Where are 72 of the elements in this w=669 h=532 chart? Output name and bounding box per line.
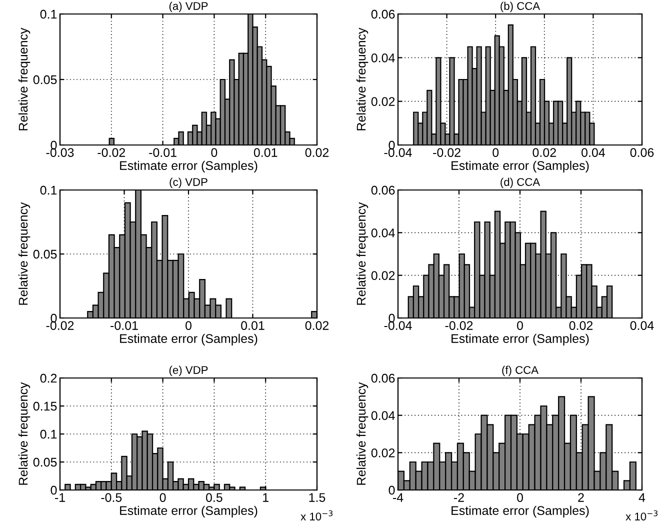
x-tick-label: -0.02 <box>445 321 473 330</box>
chart-title: (e) VDP <box>169 366 208 376</box>
y-tick-label: 0.06 <box>371 10 395 19</box>
x-tick-label: -4 <box>393 493 404 502</box>
x-tick-label: 0.02 <box>305 148 329 157</box>
x-tick-label: -0.5 <box>101 493 122 502</box>
x-tick-label: -0.01 <box>110 321 138 330</box>
y-tick-label: 0.15 <box>33 402 57 411</box>
y-axis-title: Relative frequency <box>18 382 30 485</box>
y-axis-title: Relative frequency <box>356 382 368 485</box>
x-tick-label: 2 <box>578 493 584 502</box>
y-tick-label: 0.02 <box>371 448 395 458</box>
x-tick-label: -0.02 <box>98 148 126 157</box>
x-tick-label: -0.01 <box>149 148 176 157</box>
chart-title: (d) CCA <box>500 178 540 188</box>
y-tick-label: 0.04 <box>371 228 395 238</box>
y-tick-label: 0.06 <box>371 186 395 195</box>
y-tick-label: 0.05 <box>33 250 57 259</box>
x-axis-title: Estimate error (Samples) <box>452 334 589 346</box>
x-tick-label: -0.03 <box>46 148 74 157</box>
x-tick-label: -0.04 <box>384 321 412 330</box>
x-axis-title: Estimate error (Samples) <box>452 160 589 172</box>
y-axis-title: Relative frequency <box>18 202 30 305</box>
x-tick-label: 0 <box>517 493 523 502</box>
x-tick-label: 0 <box>186 321 192 330</box>
x-tick-label: 0 <box>160 493 166 502</box>
text: x 10$^{−3}$ <box>626 510 658 520</box>
x-tick-label: -1 <box>55 493 65 502</box>
y-tick-label: 0.02 <box>371 97 395 106</box>
y-tick-label: 0 <box>388 486 395 495</box>
x-tick-label: 0.01 <box>254 148 278 157</box>
y-tick-label: 0.1 <box>40 186 57 195</box>
x-axis-title: Estimate error (Samples) <box>120 160 258 172</box>
x-tick-label: 0.02 <box>532 148 556 157</box>
x-tick-label: 0.06 <box>630 148 654 157</box>
x-tick-label: 0.04 <box>582 148 605 157</box>
y-tick-label: 0.02 <box>371 271 395 280</box>
x-tick-label: 0.5 <box>206 493 222 502</box>
x-axis-title: Estimate error (Samples) <box>120 506 258 518</box>
x-tick-label: 1 <box>263 493 268 502</box>
chart-title: (c) VDP <box>170 178 208 188</box>
y-tick-label: 0.2 <box>40 374 57 383</box>
y-tick-label: 0.1 <box>40 430 57 439</box>
y-tick-label: 0.1 <box>40 10 57 19</box>
y-tick-label: 0.05 <box>33 75 57 84</box>
text: x 10$^{−3}$ <box>300 510 333 520</box>
x-axis-title: Estimate error (Samples) <box>120 334 258 346</box>
y-tick-label: 0 <box>50 486 57 495</box>
x-tick-label: 0.04 <box>630 321 654 330</box>
chart-title: (b) CCA <box>500 2 540 12</box>
x-tick-label: 0.02 <box>305 321 329 330</box>
x-tick-label: -2 <box>454 493 464 502</box>
x-tick-label: -0.02 <box>433 148 460 157</box>
x-axis-title: Estimate error (Samples) <box>452 506 589 518</box>
x-tick-label: 0 <box>492 148 499 157</box>
x-tick-label: 0 <box>211 148 218 157</box>
chart-title: (f) CCA <box>502 366 538 376</box>
y-axis-title: Relative frequency <box>356 202 368 305</box>
x-tick-label: 0.01 <box>241 321 264 330</box>
chart-title: (a) VDP <box>169 2 208 12</box>
x-tick-label: 4 <box>638 493 646 502</box>
x-tick-label: 0 <box>517 321 523 330</box>
x-tick-label: -0.02 <box>46 321 74 330</box>
y-tick-label: 0.04 <box>371 411 395 420</box>
y-tick-label: 0.04 <box>371 53 395 62</box>
x-tick-label: 1.5 <box>309 493 326 502</box>
y-tick-label: 0.05 <box>33 458 57 467</box>
x-tick-label: 0.02 <box>569 321 593 330</box>
x-tick-label: -0.04 <box>384 148 412 157</box>
y-axis-title: Relative frequency <box>356 28 368 130</box>
y-axis-title: Relative frequency <box>18 28 30 130</box>
y-tick-label: 0.06 <box>371 374 395 383</box>
